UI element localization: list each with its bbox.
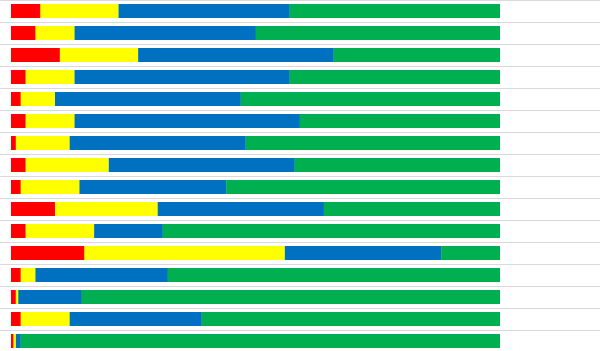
bar-segment-row-1-series-2 — [40, 4, 119, 18]
bar-segment-row-2-series-3 — [74, 26, 256, 40]
bar-segment-row-15-series-2 — [20, 312, 70, 326]
bar-segment-row-16-series-1 — [11, 334, 14, 348]
bar-segment-row-11-series-2 — [25, 224, 95, 238]
bar-segment-row-7-series-3 — [69, 136, 246, 150]
bar-segment-row-9-series-2 — [20, 180, 80, 194]
bar-segment-row-10-series-1 — [11, 202, 56, 216]
bar-segment-row-3-series-4 — [333, 48, 500, 62]
bar-segment-row-7-series-2 — [15, 136, 70, 150]
bar-segment-row-13-series-3 — [35, 268, 168, 282]
bar-segment-row-7-series-4 — [245, 136, 500, 150]
bar-segment-row-2-series-1 — [11, 26, 36, 40]
bar-segment-row-15-series-1 — [11, 312, 21, 326]
bar-segment-row-5-series-3 — [55, 92, 241, 106]
bar-segment-row-15-series-4 — [201, 312, 500, 326]
bar-segment-row-2-series-4 — [255, 26, 500, 40]
bar-segment-row-8-series-4 — [294, 158, 500, 172]
bar-segment-row-12-series-1 — [11, 246, 85, 260]
bar-segment-row-8-series-1 — [11, 158, 26, 172]
bar-segment-row-5-series-4 — [240, 92, 500, 106]
bar-segment-row-3-series-2 — [59, 48, 139, 62]
bar-segment-row-16-series-2 — [13, 334, 16, 348]
bar-segment-row-13-series-1 — [11, 268, 21, 282]
bar-segment-row-8-series-2 — [25, 158, 109, 172]
bar-segment-row-9-series-3 — [79, 180, 227, 194]
bar-segment-row-16-series-4 — [20, 334, 501, 348]
bar-segment-row-10-series-3 — [157, 202, 324, 216]
bar-segment-row-11-series-3 — [94, 224, 163, 238]
bar-segment-row-15-series-3 — [69, 312, 202, 326]
bar-segment-row-12-series-2 — [84, 246, 285, 260]
bar-segment-row-14-series-2 — [15, 290, 19, 304]
bar-segment-row-4-series-4 — [289, 70, 500, 84]
bar-segment-row-4-series-3 — [74, 70, 290, 84]
bar-segment-row-5-series-2 — [20, 92, 56, 106]
bar-segment-row-14-series-3 — [18, 290, 82, 304]
bar-segment-row-16-series-3 — [15, 334, 21, 348]
bar-segment-row-6-series-4 — [299, 114, 500, 128]
bar-segment-row-10-series-2 — [55, 202, 158, 216]
bar-segment-row-13-series-4 — [167, 268, 501, 282]
bar-segment-row-4-series-1 — [11, 70, 26, 84]
bar-segment-row-6-series-1 — [11, 114, 26, 128]
bar-segment-row-9-series-4 — [226, 180, 500, 194]
bar-segment-row-3-series-1 — [11, 48, 60, 62]
bar-segment-row-12-series-4 — [441, 246, 500, 260]
bar-segment-row-1-series-3 — [118, 4, 290, 18]
bar-segment-row-9-series-1 — [11, 180, 21, 194]
bar-segment-row-13-series-2 — [20, 268, 36, 282]
bar-segment-row-1-series-4 — [289, 4, 500, 18]
bar-segment-row-11-series-4 — [162, 224, 500, 238]
bar-segment-row-12-series-3 — [284, 246, 442, 260]
bars — [11, 4, 501, 348]
bar-segment-row-4-series-2 — [25, 70, 75, 84]
bar-segment-row-1-series-1 — [11, 4, 41, 18]
bar-segment-row-6-series-3 — [74, 114, 300, 128]
bar-segment-row-14-series-1 — [11, 290, 16, 304]
bar-segment-row-5-series-1 — [11, 92, 21, 106]
bar-segment-row-10-series-4 — [323, 202, 500, 216]
bar-segment-row-2-series-2 — [35, 26, 75, 40]
bar-segment-row-3-series-3 — [138, 48, 334, 62]
bar-segment-row-11-series-1 — [11, 224, 26, 238]
bar-segment-row-6-series-2 — [25, 114, 75, 128]
bar-segment-row-7-series-1 — [11, 136, 16, 150]
bar-segment-row-14-series-4 — [81, 290, 501, 304]
bar-segment-row-8-series-3 — [108, 158, 295, 172]
